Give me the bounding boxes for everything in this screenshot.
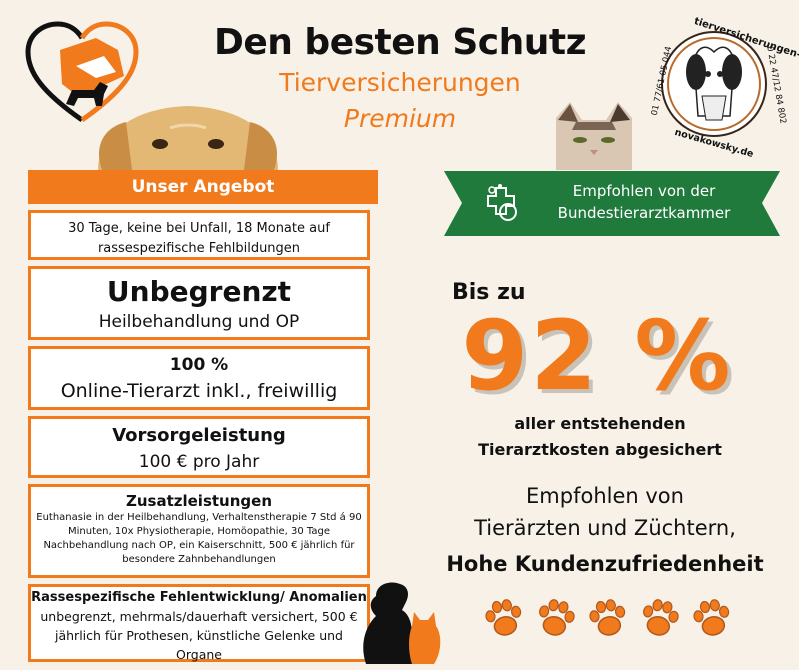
coverage-percent: 92 % (461, 300, 733, 412)
offer-box-title: Zusatzleistungen (125, 492, 272, 510)
coverage-prefix: Bis zu (452, 280, 526, 305)
paw-icon (485, 599, 522, 636)
paw-icon (538, 599, 575, 636)
coverage-line1: aller entstehenden (514, 414, 686, 433)
recommendation-line2: Bundestierarztkammer (557, 204, 731, 222)
offer-box-extras: Zusatzleistungen Euthanasie in der Heilb… (28, 484, 370, 578)
offer-box-text: Online-Tierarzt inkl., freiwillig (60, 380, 338, 402)
cat-peeking-image (556, 102, 632, 170)
recommendation-ribbon (444, 171, 780, 236)
paw-icon (642, 599, 679, 636)
page-title: Den besten Schutz (213, 22, 587, 63)
offer-box-prevention: Vorsorgeleistung 100 € pro Jahr (28, 416, 370, 478)
offer-box-text: Euthanasie in der Heilbehandlung, Verhal… (36, 512, 362, 565)
contact-stamp: tierversicherungen- 01 77/61 05 044 0 22… (646, 16, 799, 160)
offer-box-waiting: 30 Tage, keine bei Unfall, 18 Monate auf… (28, 210, 370, 260)
paw-icon (693, 599, 730, 636)
offer-heading: Unser Angebot (28, 170, 378, 204)
offer-box-anomalies: Rassespezifische Fehlentwicklung/ Anomal… (28, 584, 370, 662)
offer-box-text: Heilbehandlung und OP (98, 312, 300, 332)
offer-box-online-vet: 100 % Online-Tierarzt inkl., freiwillig (28, 346, 370, 410)
offer-box-title: Rassespezifische Fehlentwicklung/ Anomal… (31, 590, 367, 605)
premium-label: Premium (343, 104, 457, 133)
offer-box-title: 100 % (169, 355, 229, 375)
recommendation-text: Empfohlen von der Bundestierarztkammer (528, 180, 760, 224)
page-subtitle: Tierversicherungen (279, 68, 521, 97)
dog-peeking-image (98, 106, 278, 170)
pet-health-cross-icon (487, 184, 517, 221)
dog-cat-silhouette-icon (363, 582, 441, 664)
endorsement-line1: Empfohlen von (526, 484, 684, 508)
offer-box-title: Unbegrenzt (106, 275, 292, 308)
brand-logo (25, 21, 139, 123)
endorsement-line2: Tierärzten und Züchtern, (474, 516, 736, 540)
offer-box-text: 100 € pro Jahr (138, 452, 260, 472)
offer-box-text: unbegrenzt, mehrmals/dauerhaft versicher… (40, 609, 358, 662)
endorsement-line3: Hohe Kundenzufriedenheit (446, 552, 764, 576)
coverage-line2: Tierarztkosten abgesichert (478, 440, 722, 459)
stamp-ring-icon (661, 31, 767, 137)
paw-icon (589, 599, 626, 636)
paw-row (485, 599, 730, 636)
recommendation-line1: Empfohlen von der (572, 182, 716, 200)
offer-box-text: 30 Tage, keine bei Unfall, 18 Monate auf… (68, 221, 330, 256)
offer-box-unlimited: Unbegrenzt Heilbehandlung und OP (28, 266, 370, 340)
offer-box-title: Vorsorgeleistung (112, 425, 286, 446)
